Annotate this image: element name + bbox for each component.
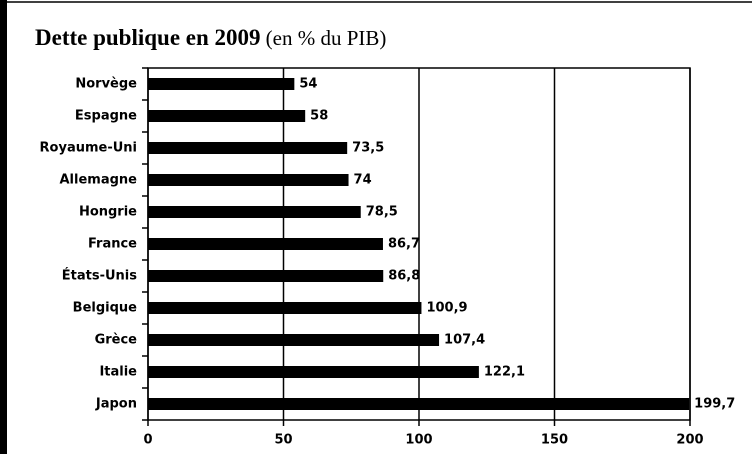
value-label: 78,5 (366, 205, 398, 220)
bar (148, 174, 349, 186)
value-label: 54 (299, 77, 317, 92)
bar (148, 334, 440, 346)
bar (148, 78, 295, 90)
value-label: 86,8 (388, 269, 420, 284)
x-tick-label: 150 (541, 433, 568, 448)
y-tick-label: Italie (99, 365, 137, 380)
value-label: 199,7 (694, 397, 735, 412)
y-tick-label: Japon (95, 397, 137, 412)
bar (148, 206, 361, 218)
y-tick-label: Belgique (73, 301, 138, 316)
y-tick-label: États-Unis (62, 268, 137, 284)
value-label: 74 (354, 173, 372, 188)
y-tick-label: Royaume-Uni (40, 141, 137, 156)
bar (148, 302, 422, 314)
bar (148, 110, 306, 122)
y-tick-label: Espagne (75, 109, 137, 124)
y-tick-label: Hongrie (79, 205, 137, 220)
bar (148, 366, 479, 378)
y-tick-label: Norvège (75, 77, 137, 92)
left-border (0, 0, 7, 454)
bar (148, 238, 383, 250)
y-tick-label: Grèce (95, 333, 138, 348)
value-label: 100,9 (426, 301, 467, 316)
bar (148, 398, 690, 410)
x-tick-label: 0 (143, 433, 152, 448)
y-tick-label: Allemagne (60, 173, 138, 188)
value-label: 58 (310, 109, 328, 124)
value-label: 107,4 (444, 333, 485, 348)
title: Dette publique en 2009 (35, 25, 261, 50)
subtitle: (en % du PIB) (266, 26, 387, 50)
y-tick-label: France (88, 237, 137, 252)
bar (148, 270, 384, 282)
chart-title: Dette publique en 2009 (en % du PIB) (35, 25, 386, 50)
x-tick-label: 50 (274, 433, 292, 448)
bar (148, 142, 348, 154)
x-tick-label: 200 (676, 433, 703, 448)
value-label: 122,1 (484, 365, 525, 380)
x-tick-label: 100 (405, 433, 432, 448)
value-label: 86,7 (388, 237, 420, 252)
value-label: 73,5 (352, 141, 384, 156)
